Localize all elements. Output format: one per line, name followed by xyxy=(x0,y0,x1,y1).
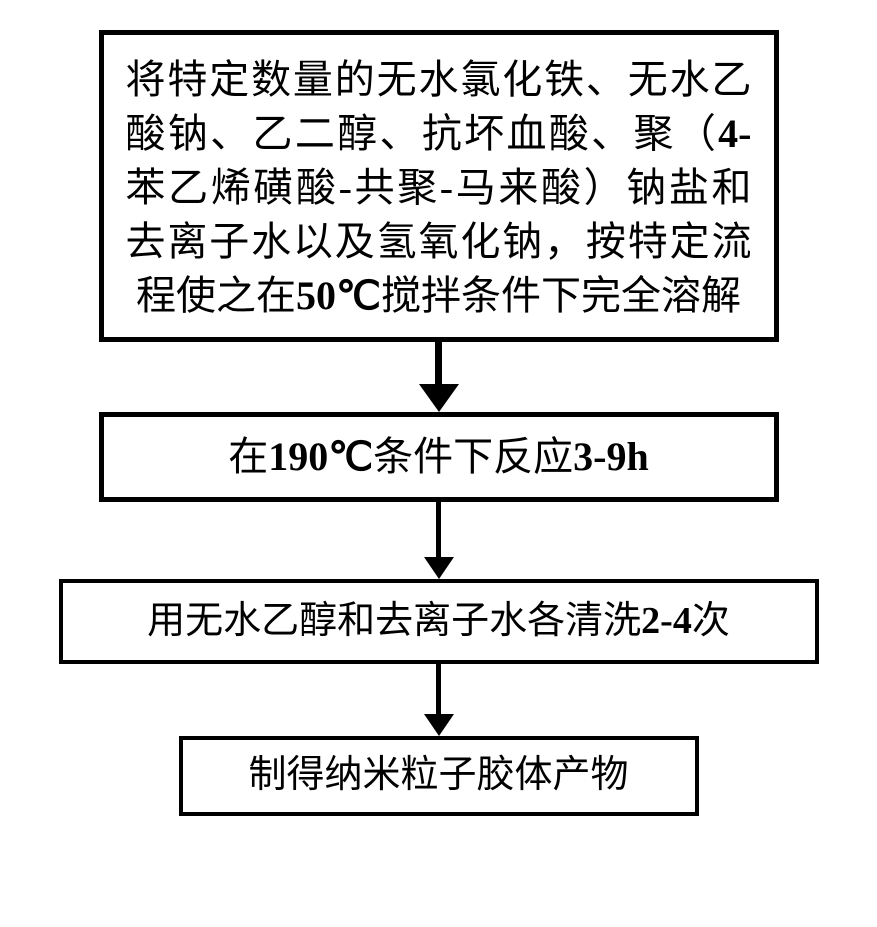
text-segment: 在 xyxy=(228,434,268,479)
arrow-shaft xyxy=(436,502,441,557)
flow-step-3: 用无水乙醇和去离子水各清洗2-4次 xyxy=(59,579,819,664)
flow-step-2: 在190℃条件下反应3-9h xyxy=(99,412,779,502)
flow-arrow-3 xyxy=(424,664,454,736)
arrow-head-icon xyxy=(419,384,459,412)
flow-arrow-1 xyxy=(419,342,459,412)
text-segment: 搅拌条件下完全溶解 xyxy=(381,273,741,318)
text-segment: 将特定数量的无水氯化铁、无水乙酸钠、乙二醇、抗坏血酸、聚（ xyxy=(126,57,752,156)
arrow-shaft xyxy=(436,664,441,714)
arrow-head-icon xyxy=(424,714,454,736)
text-segment: 用无水乙醇和去离子水各清洗 xyxy=(147,600,641,642)
text-bold: 50℃ xyxy=(296,273,381,318)
flow-step-4: 制得纳米粒子胶体产物 xyxy=(179,736,699,816)
flow-step-3-text: 用无水乙醇和去离子水各清洗2-4次 xyxy=(75,596,803,647)
flowchart-container: 将特定数量的无水氯化铁、无水乙酸钠、乙二醇、抗坏血酸、聚（4-苯乙烯磺酸-共聚-… xyxy=(59,30,819,816)
arrow-shaft xyxy=(435,342,442,384)
flow-step-1-text: 将特定数量的无水氯化铁、无水乙酸钠、乙二醇、抗坏血酸、聚（4-苯乙烯磺酸-共聚-… xyxy=(126,53,752,323)
text-bold: 3-9h xyxy=(573,434,649,479)
flow-step-4-text: 制得纳米粒子胶体产物 xyxy=(195,750,683,801)
arrow-head-icon xyxy=(424,557,454,579)
flow-step-1: 将特定数量的无水氯化铁、无水乙酸钠、乙二醇、抗坏血酸、聚（4-苯乙烯磺酸-共聚-… xyxy=(99,30,779,342)
flow-step-2-text: 在190℃条件下反应3-9h xyxy=(116,430,762,484)
text-bold: 190℃ xyxy=(268,434,373,479)
text-bold: 2-4 xyxy=(641,600,692,642)
text-segment: 制得纳米粒子胶体产物 xyxy=(248,754,628,796)
flow-arrow-2 xyxy=(424,502,454,579)
text-segment: 次 xyxy=(692,600,730,642)
text-bold: 4- xyxy=(718,111,751,156)
text-segment: 条件下反应 xyxy=(373,434,573,479)
